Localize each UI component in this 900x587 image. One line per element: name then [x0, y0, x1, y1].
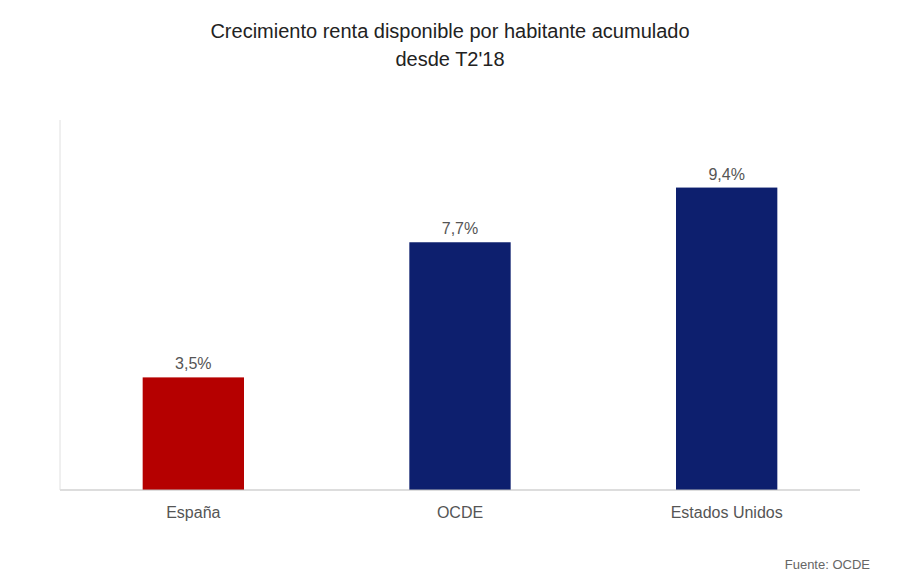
- chart-svg: Crecimiento renta disponible por habitan…: [0, 0, 900, 587]
- title-line: desde T2'18: [395, 48, 504, 70]
- data-label: 3,5%: [175, 355, 211, 372]
- title-line: Crecimiento renta disponible por habitan…: [210, 20, 689, 42]
- bar: [143, 377, 244, 490]
- data-label: 9,4%: [708, 166, 744, 183]
- bar: [676, 188, 777, 490]
- bars: [143, 188, 778, 490]
- data-label: 7,7%: [442, 220, 478, 237]
- x-axis: [60, 490, 860, 491]
- x-tick-label: Estados Unidos: [671, 504, 783, 521]
- x-tick-label: OCDE: [437, 504, 483, 521]
- chart-container: Crecimiento renta disponible por habitan…: [0, 0, 900, 587]
- title: Crecimiento renta disponible por habitan…: [210, 20, 689, 70]
- background: [0, 0, 900, 587]
- x-tick-label: España: [166, 504, 220, 521]
- source: Fuente: OCDE: [785, 557, 871, 572]
- bar: [409, 242, 510, 490]
- y-axis: [60, 120, 61, 490]
